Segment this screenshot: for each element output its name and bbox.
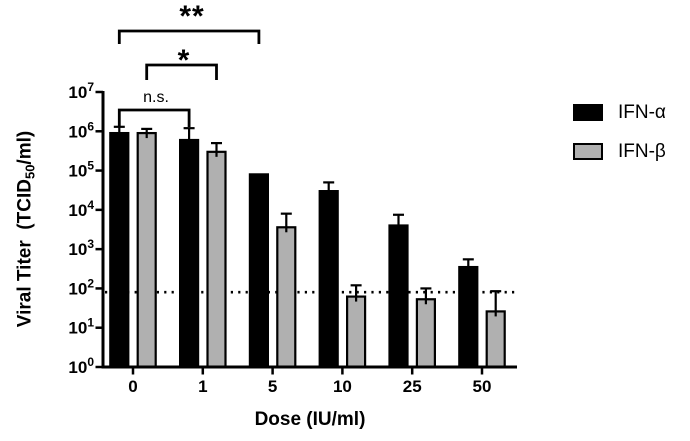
legend-label-ifn-beta: IFN-β <box>618 141 666 162</box>
significance-bracket-one-star <box>145 63 218 80</box>
x-axis-title: Dose (IU/ml) <box>254 409 366 430</box>
y-tick-label-10e1: 101 <box>68 316 94 338</box>
y-axis-title-prefix: Viral Titer (TCID <box>14 179 36 328</box>
bar-ifn-beta-dose-5 <box>276 226 297 369</box>
bar-ifn-beta-dose-25 <box>415 298 436 369</box>
legend-swatch-ifn-beta <box>573 143 603 160</box>
y-tick-label-10e7: 107 <box>68 80 94 102</box>
y-tick-label-10e6: 106 <box>68 119 94 141</box>
x-tick-label-10: 10 <box>333 377 352 396</box>
x-tick-label-0: 0 <box>128 377 137 396</box>
bar-ifn-beta-dose-10 <box>346 295 367 369</box>
bar-ifn-alpha-dose-50 <box>458 265 479 369</box>
significance-bracket-two-star <box>117 29 261 44</box>
y-axis-title-suffix: /ml) <box>14 130 36 165</box>
significance-label-two-star: ** <box>179 0 205 33</box>
bar-ifn-alpha-dose-25 <box>388 224 409 369</box>
legend-item-ifn-beta: IFN-β <box>573 142 666 161</box>
legend-label-ifn-alpha: IFN-α <box>618 102 666 123</box>
bar-ifn-beta-dose-50 <box>485 310 506 369</box>
legend: IFN-α IFN-β <box>573 103 666 161</box>
y-axis-title: Viral Titer (TCID50/ml) <box>15 131 38 327</box>
bar-ifn-alpha-dose-1 <box>179 138 200 369</box>
bar-ifn-beta-dose-1 <box>206 150 227 369</box>
bar-ifn-alpha-dose-10 <box>318 190 339 369</box>
significance-bracket-ns <box>117 108 191 127</box>
legend-swatch-ifn-alpha <box>573 104 603 121</box>
bar-ifn-alpha-dose-5 <box>248 173 269 369</box>
y-tick-label-10e2: 102 <box>68 276 94 298</box>
significance-label-one-star: * <box>177 44 191 77</box>
bar-ifn-alpha-dose-0 <box>109 131 130 369</box>
y-tick-label-10e5: 105 <box>68 159 94 181</box>
y-axis-title-subscript: 50 <box>22 164 38 180</box>
y-tick-label-10e0: 100 <box>68 355 94 377</box>
x-tick-label-50: 50 <box>473 377 492 396</box>
significance-label-ns: n.s. <box>143 89 169 106</box>
x-tick-label-5: 5 <box>268 377 277 396</box>
y-tick-label-10e3: 103 <box>68 237 94 259</box>
x-tick-label-25: 25 <box>403 377 422 396</box>
legend-item-ifn-alpha: IFN-α <box>573 103 666 122</box>
x-tick-label-1: 1 <box>198 377 207 396</box>
bar-ifn-beta-dose-0 <box>136 131 157 369</box>
y-tick-label-10e4: 104 <box>68 198 94 220</box>
